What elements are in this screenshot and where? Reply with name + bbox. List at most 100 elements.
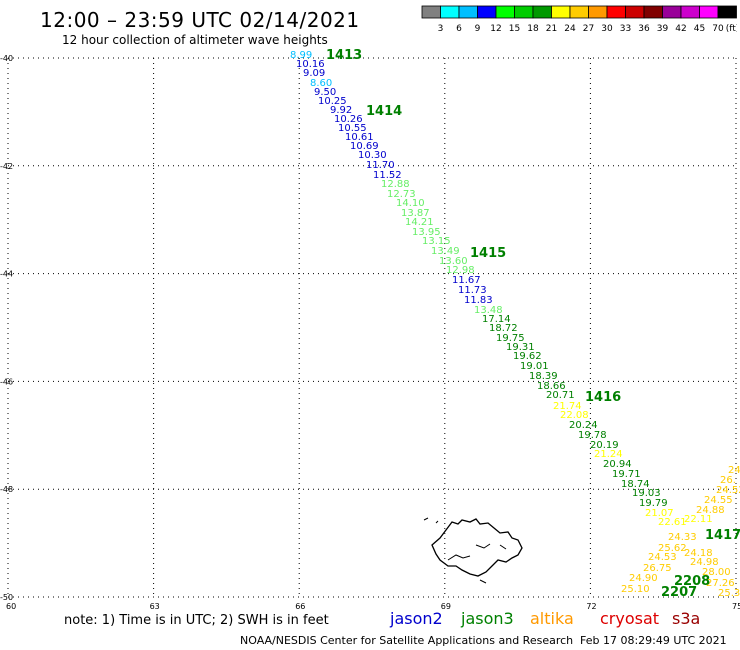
swh-observation: 26.75	[643, 563, 672, 574]
swh-observation: 24	[728, 465, 740, 476]
swh-observation: 10.26	[334, 114, 363, 125]
page-subtitle: 12 hour collection of altimeter wave hei…	[62, 33, 328, 47]
color-scale-label: 9	[475, 24, 481, 34]
swh-observation: 10.61	[345, 132, 374, 143]
swh-observation: 8.99	[290, 50, 312, 61]
swh-observation: 9.50	[314, 87, 336, 98]
swh-observation: 12.88	[381, 179, 410, 190]
swh-observation: 24.52	[716, 485, 740, 496]
satellite-altika: altika	[530, 609, 574, 628]
swh-observation: 18.39	[529, 371, 558, 382]
swh-observation: 10.69	[350, 141, 379, 152]
swh-observation: 27.26	[706, 578, 735, 589]
swh-observation: 11.73	[458, 285, 487, 296]
swh-observation: 19.78	[578, 430, 607, 441]
swh-observation: 20.19	[590, 440, 619, 451]
swh-observation: 8.60	[310, 78, 332, 89]
swh-observation: 21.07	[645, 508, 674, 519]
swh-observation: 19.03	[632, 488, 661, 499]
swh-observation: 21.24	[594, 449, 623, 460]
color-scale-label: 39	[657, 24, 669, 34]
lon-tick-label: 75	[732, 602, 740, 610]
lon-tick-label: 72	[586, 602, 596, 610]
color-scale-label: 45	[694, 24, 705, 34]
lon-tick-label: 69	[441, 602, 451, 610]
swh-observation: 13.95	[412, 227, 441, 238]
lat-tick-label: -40	[0, 54, 13, 63]
color-scale-label: (ft)	[726, 24, 737, 34]
swh-observation: 25.3	[718, 588, 740, 599]
satellite-s3a: s3a	[672, 609, 701, 628]
swh-observation: 19.01	[520, 361, 549, 372]
lat-tick-label: -46	[0, 377, 13, 386]
swh-observation: 11.83	[464, 295, 493, 306]
swh-observation: 13.49	[431, 246, 460, 257]
swh-observation: 9.09	[303, 68, 325, 79]
color-scale-label: 21	[546, 24, 557, 34]
track-number-label: 1416	[585, 390, 621, 405]
color-scale-label: 3	[438, 24, 444, 34]
color-scale-label: 33	[620, 24, 631, 34]
color-scale-label: 6	[456, 24, 462, 34]
swh-observation: 14.21	[405, 217, 434, 228]
swh-observation: 22.61	[658, 517, 687, 528]
track-number-label: 1414	[366, 104, 402, 119]
swh-observation: 20.71	[546, 390, 575, 401]
swh-observation: 21.74	[553, 401, 582, 412]
swh-observation: 10.16	[296, 59, 325, 70]
color-scale-label: 30	[601, 24, 613, 34]
swh-observation: 24.18	[684, 548, 713, 559]
swh-observation: 26.	[720, 475, 736, 486]
swh-observation: 18.66	[537, 381, 566, 392]
swh-observation: 20.94	[603, 459, 632, 470]
lon-tick-label: 63	[150, 602, 160, 610]
track-number-label: 2208	[674, 574, 710, 589]
swh-observation: 12.98	[446, 265, 475, 276]
lat-tick-label: -50	[0, 593, 13, 602]
swh-observation: 20.24	[569, 420, 598, 431]
lat-tick-label: -44	[0, 270, 13, 279]
lon-tick-label: 60	[6, 602, 16, 610]
color-scale-label: 27	[583, 24, 594, 34]
swh-observation: 28.00	[702, 567, 731, 578]
footer-note: note: 1) Time is in UTC; 2) SWH is in fe…	[64, 613, 329, 628]
swh-observation: 22.11	[684, 514, 713, 525]
swh-observation: 12.73	[387, 189, 416, 200]
color-swatch	[717, 5, 737, 19]
lat-tick-label: -48	[0, 485, 13, 494]
color-scale-label: 42	[675, 24, 686, 34]
swh-observation: 19.62	[513, 351, 542, 362]
color-scale-label: 70	[712, 24, 724, 34]
swh-observation: 13.60	[439, 256, 468, 267]
track-number-label: 1415	[470, 246, 506, 261]
credit-text: NOAA/NESDIS Center for Satellite Applica…	[240, 634, 574, 647]
track-number-label: 1417	[705, 528, 740, 543]
color-scale-label: 15	[509, 24, 520, 34]
color-scale-label: 18	[527, 24, 539, 34]
swh-observation: 11.67	[452, 275, 481, 286]
island-outline	[431, 518, 523, 577]
swh-observation: 19.79	[639, 498, 668, 509]
islet-outline	[423, 517, 487, 584]
swh-observation: 18.74	[621, 479, 650, 490]
page-title: 12:00 – 23:59 UTC 02/14/2021	[40, 8, 360, 32]
swh-observation: 18.72	[489, 323, 518, 334]
color-scale-label: 24	[564, 24, 576, 34]
swh-observation: 24.90	[629, 573, 658, 584]
satellite-jason2: jason2	[390, 609, 443, 628]
swh-observation: 13.87	[401, 208, 430, 219]
island-detail	[447, 543, 507, 561]
swh-observation: 19.75	[496, 333, 525, 344]
swh-observation: 25.62	[658, 543, 687, 554]
swh-observation: 24.98	[690, 557, 719, 568]
satellite-cryosat: cryosat	[600, 609, 660, 628]
lon-tick-label: 66	[295, 602, 305, 610]
wave-height-map: 60 63 66 69 72 75-40-42-44-46-48-508.9910.169…	[0, 48, 740, 610]
color-scale-label: 36	[638, 24, 650, 34]
swh-observation: 22.08	[560, 410, 589, 421]
swh-observation: 10.30	[358, 150, 387, 161]
track-number-label: 2207	[661, 585, 697, 600]
swh-observation: 13.15	[422, 236, 451, 247]
swh-observation: 10.55	[338, 123, 367, 134]
